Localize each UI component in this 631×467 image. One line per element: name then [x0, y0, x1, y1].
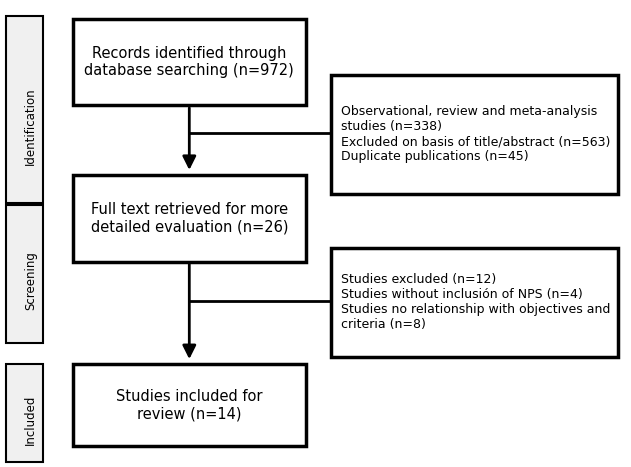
Bar [73, 19, 306, 105]
Bar [6, 205, 43, 343]
Text: Studies included for
review (n=14): Studies included for review (n=14) [116, 389, 262, 421]
Text: Included: Included [24, 395, 37, 446]
Text: Screening: Screening [24, 251, 37, 310]
Text: Observational, review and meta-analysis
studies (n=338)
Excluded on basis of tit: Observational, review and meta-analysis … [341, 105, 610, 163]
Bar [6, 364, 43, 462]
Bar [73, 175, 306, 262]
Text: Full text retrieved for more
detailed evaluation (n=26): Full text retrieved for more detailed ev… [91, 202, 288, 234]
Bar [73, 364, 306, 446]
Bar [331, 248, 618, 357]
Bar [331, 75, 618, 194]
Text: Studies excluded (n=12)
Studies without inclusión of NPS (n=4)
Studies no relati: Studies excluded (n=12) Studies without … [341, 273, 610, 332]
Text: Records identified through
database searching (n=972): Records identified through database sear… [85, 46, 294, 78]
Text: Identification: Identification [24, 87, 37, 165]
Bar [6, 16, 43, 203]
